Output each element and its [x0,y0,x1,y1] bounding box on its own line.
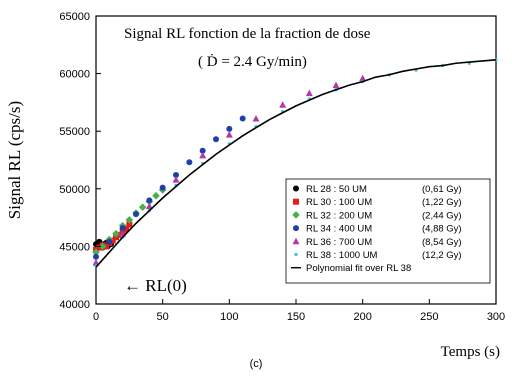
legend-label: RL 36 : 700 UM [306,237,372,248]
legend-box [285,178,491,284]
rl0-annotation: ← RL(0) [124,276,187,295]
x-tick-label: 150 [287,311,305,323]
figure-caption: (c) [250,358,263,370]
y-tick-label: 60000 [59,69,90,81]
y-tick-label: 65000 [59,11,90,23]
data-point [112,229,120,238]
legend-marker [293,185,299,192]
fit-line [95,58,497,268]
data-point [119,224,126,231]
data-point [226,125,233,132]
legend-dose: (2,44 Gy) [422,210,462,221]
legend-dose: (4,88 Gy) [422,224,462,235]
x-tick-label: 300 [487,311,505,323]
legend-marker [293,198,299,205]
legend-fit-label: Polynomial fit over RL 38 [306,263,411,274]
x-tick-label: 200 [353,311,371,323]
data-point [172,176,180,183]
data-point [145,202,153,210]
data-point [173,171,179,178]
data-point [92,259,100,266]
x-tick-label: 250 [420,311,438,323]
data-point [125,216,134,224]
data-point [305,89,313,97]
data-point [159,184,166,191]
y-tick-label: 45000 [59,241,90,253]
legend-label: RL 32 : 200 UM [306,210,372,221]
y-tick-label: 40000 [59,299,90,311]
data-point [152,191,160,200]
data-point [252,115,260,122]
x-tick-label: 0 [93,311,99,323]
data-point [279,101,287,108]
data-point [98,242,107,251]
legend-dose: (1,22 Gy) [422,197,462,208]
data-point [93,253,99,260]
chart-title: Signal RL fonction de la fraction de dos… [124,26,371,42]
data-point [213,136,219,143]
legend-marker [294,252,298,257]
legend-dose: (8,54 Gy) [422,237,462,248]
legend-marker [293,225,299,232]
legend-dose: (0,61 Gy) [422,184,462,195]
y-axis-label: Signal RL (cps/s) [5,101,24,219]
data-point [109,237,116,244]
legend-label: RL 30 : 100 UM [306,197,372,208]
data-point [123,226,129,233]
data-point [225,131,233,138]
y-tick-label: 50000 [59,184,90,196]
data-point [239,115,246,122]
data-point [116,231,123,238]
data-point [138,203,147,212]
y-tick-label: 55000 [59,126,90,138]
data-point [96,244,103,251]
data-point [92,248,100,256]
x-tick-label: 50 [157,311,169,323]
data-point [186,159,193,166]
legend-marker [292,237,300,245]
data-point [146,197,153,204]
series-5 [92,74,367,266]
x-tick-label: 100 [220,311,238,323]
data-point [106,238,113,245]
series-4 [93,115,246,260]
legend-label: RL 34 : 400 UM [306,224,372,235]
legend: RL 28 : 50 UM (0,61 Gy) RL 30 : 100 UM (1,2… [285,178,491,284]
data-point [359,74,367,82]
data-point [133,211,139,218]
data-point [332,81,340,89]
data-point [126,221,133,228]
data-point [199,147,206,154]
legend-label: RL 28 : 50 UM [306,184,367,195]
data-point [199,151,207,159]
chart-subtitle: ( Ḋ = 2.4 Gy/min) [198,54,307,70]
legend-dose: (12,2 Gy) [422,250,462,261]
legend-marker [292,211,300,219]
x-axis-label: Temps (s) [441,344,500,360]
legend-label: RL 38 : 1000 UM [306,250,378,261]
